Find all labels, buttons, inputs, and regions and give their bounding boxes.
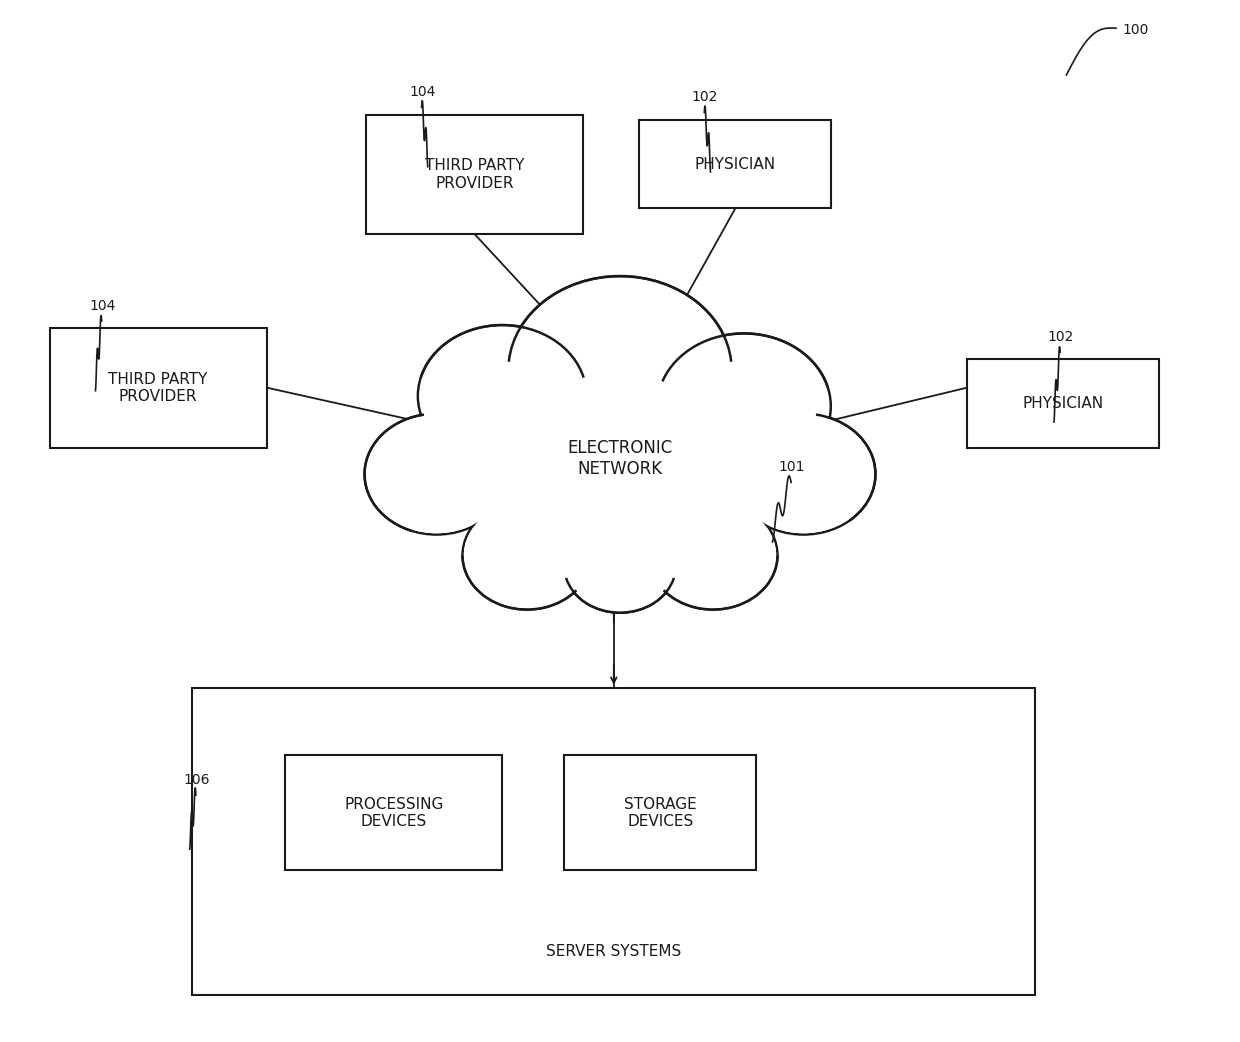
Text: 102: 102: [1048, 330, 1074, 344]
Bar: [192, 688, 1035, 995]
Circle shape: [732, 414, 875, 535]
Bar: [564, 755, 756, 870]
Circle shape: [564, 519, 676, 613]
Text: 104: 104: [409, 85, 435, 99]
Circle shape: [733, 415, 874, 534]
Circle shape: [365, 414, 508, 535]
Text: 101: 101: [779, 461, 805, 474]
Bar: [639, 120, 831, 208]
Circle shape: [508, 276, 732, 464]
Text: STORAGE
DEVICES: STORAGE DEVICES: [624, 796, 697, 829]
Bar: [366, 115, 583, 234]
Text: PHYSICIAN: PHYSICIAN: [1023, 396, 1104, 412]
Text: THIRD PARTY
PROVIDER: THIRD PARTY PROVIDER: [424, 158, 525, 191]
Text: SERVER SYSTEMS: SERVER SYSTEMS: [546, 944, 682, 959]
Circle shape: [418, 325, 587, 467]
Text: 100: 100: [1122, 23, 1148, 36]
Circle shape: [511, 278, 729, 462]
Text: PROCESSING
DEVICES: PROCESSING DEVICES: [343, 796, 444, 829]
Circle shape: [471, 344, 769, 594]
Circle shape: [657, 333, 831, 479]
Text: PHYSICIAN: PHYSICIAN: [694, 156, 775, 172]
Circle shape: [649, 501, 777, 610]
Text: 102: 102: [692, 91, 718, 104]
Circle shape: [565, 520, 675, 612]
Bar: [50, 328, 267, 448]
Bar: [967, 359, 1159, 448]
Text: 106: 106: [184, 773, 210, 787]
Bar: [285, 755, 502, 870]
Circle shape: [366, 415, 507, 534]
Circle shape: [477, 349, 763, 589]
Text: THIRD PARTY
PROVIDER: THIRD PARTY PROVIDER: [108, 372, 208, 404]
Circle shape: [464, 502, 590, 609]
Circle shape: [419, 326, 585, 466]
Circle shape: [463, 501, 591, 610]
Text: ELECTRONIC
NETWORK: ELECTRONIC NETWORK: [568, 439, 672, 478]
Text: 104: 104: [89, 299, 115, 313]
Circle shape: [658, 334, 830, 478]
Circle shape: [650, 502, 776, 609]
